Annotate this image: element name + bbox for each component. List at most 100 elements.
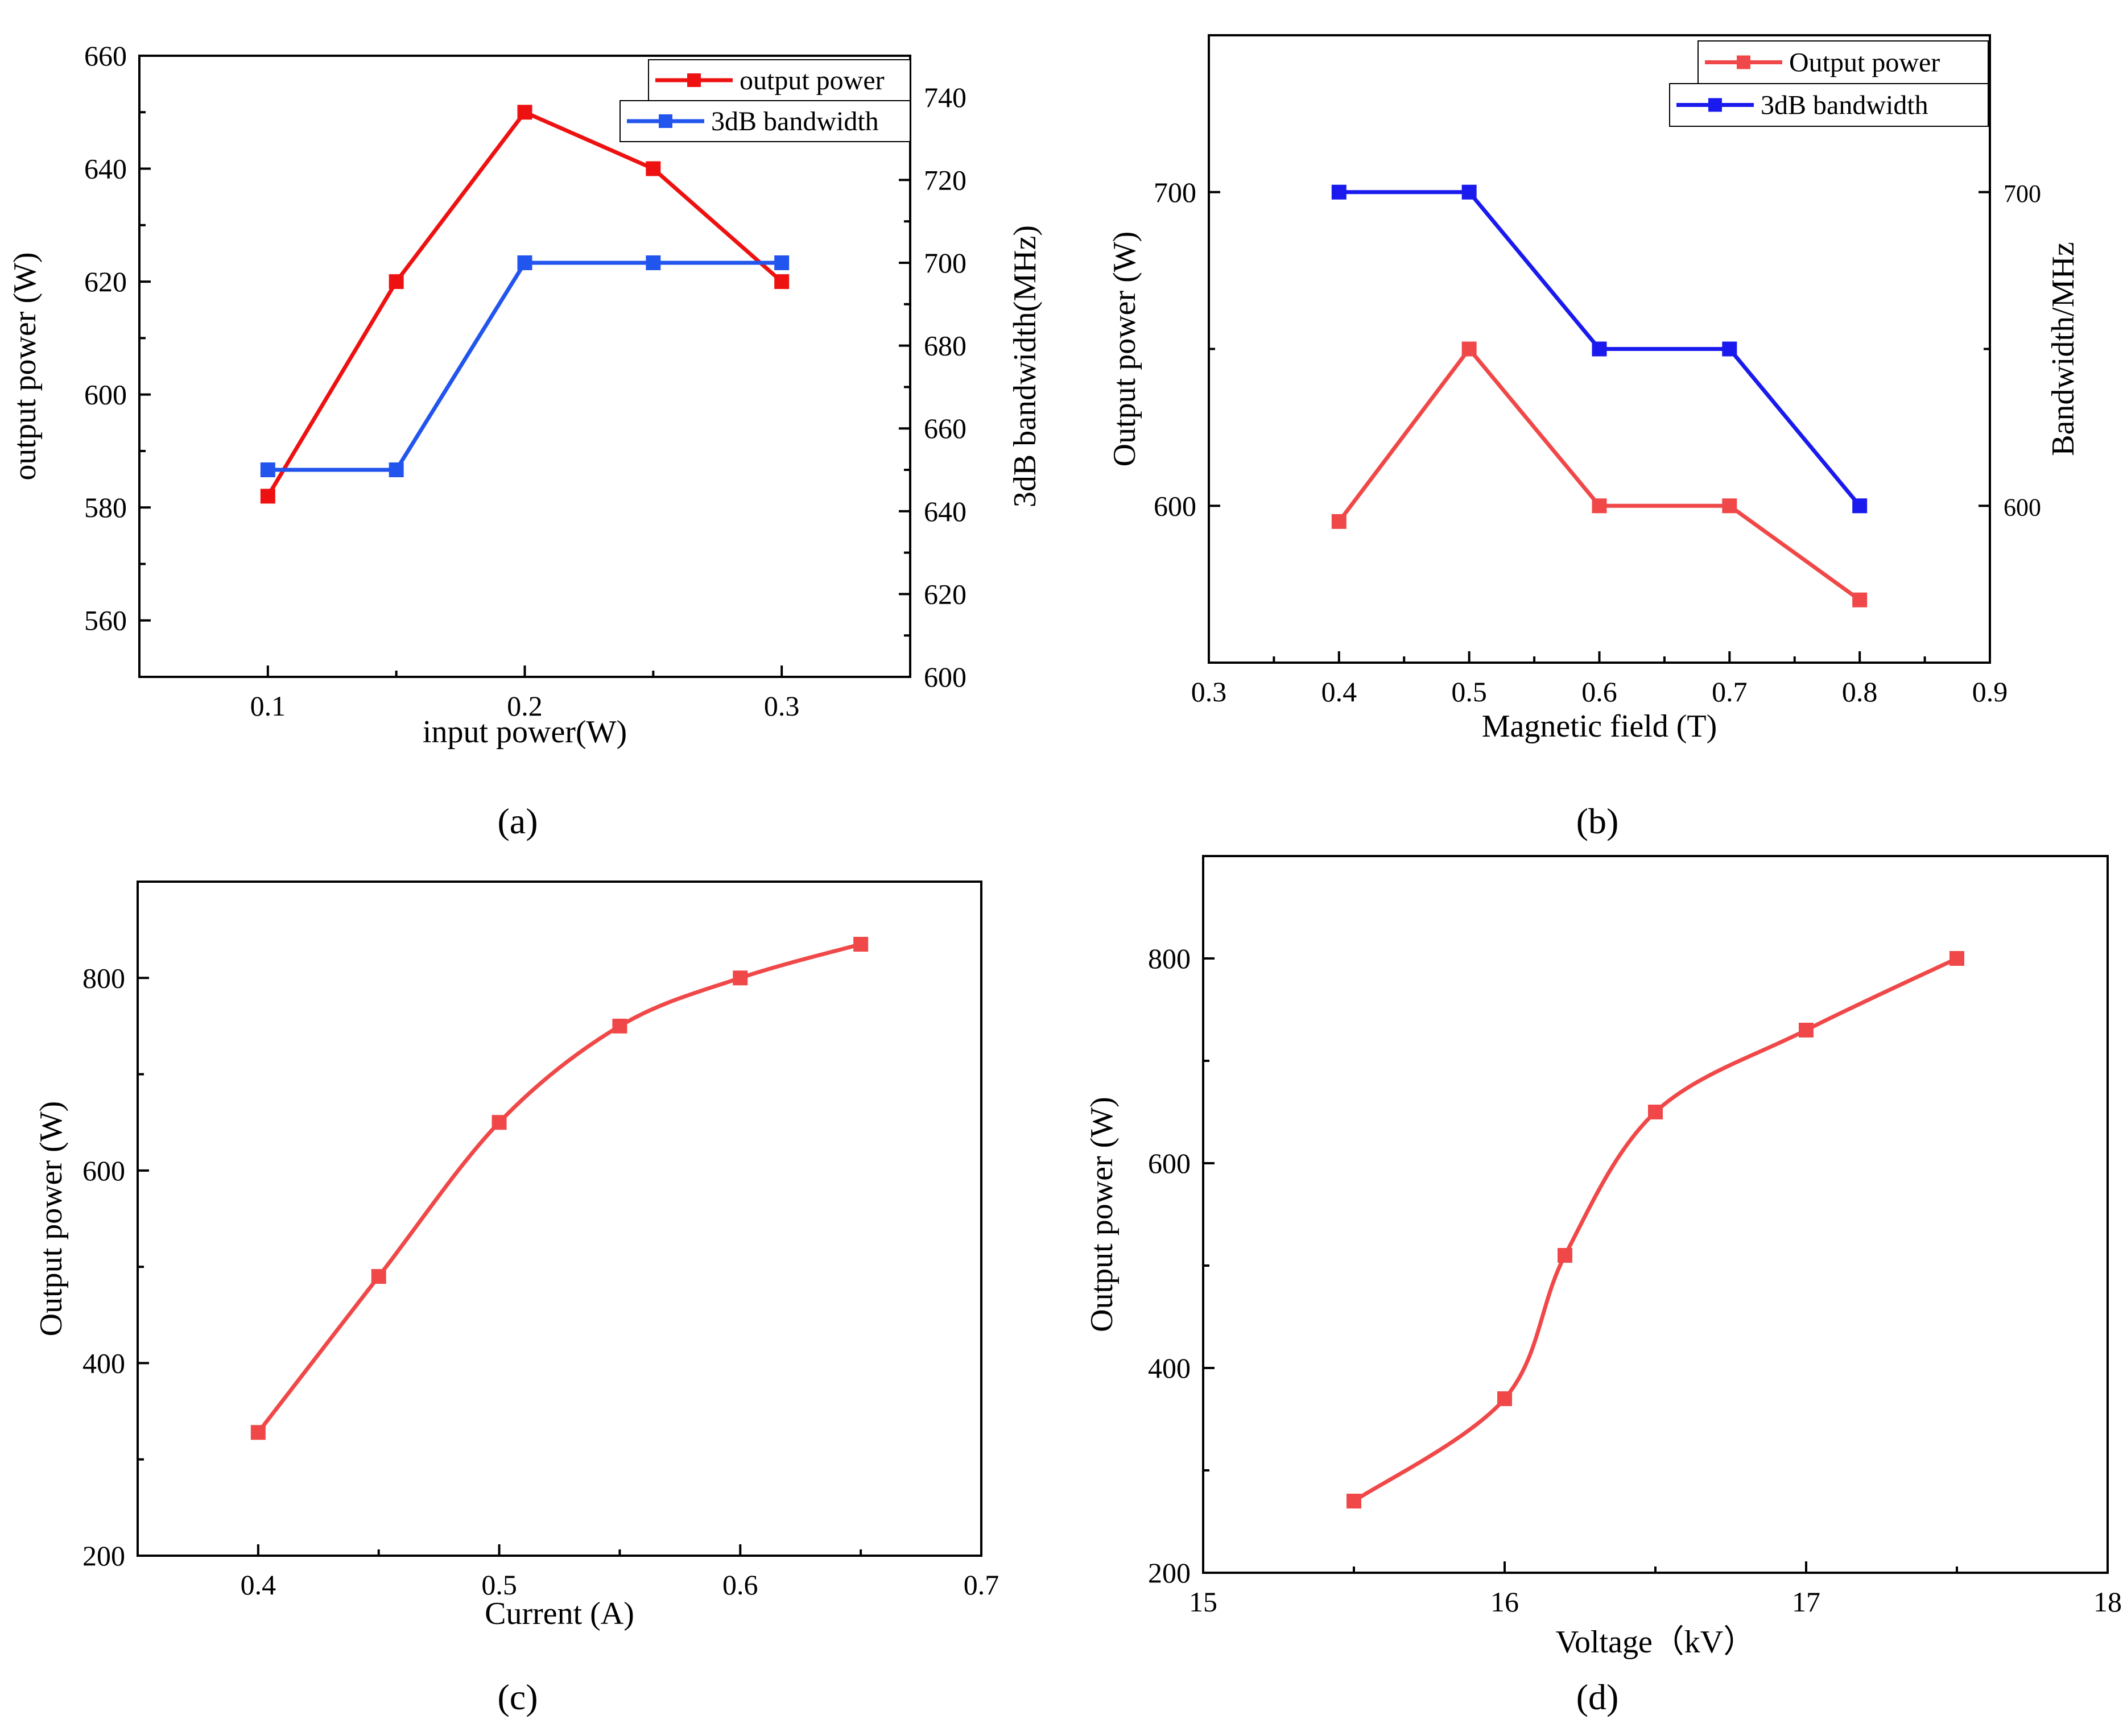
y2-tick-label: 600 — [2004, 493, 2041, 521]
x-tick-label: 0.4 — [241, 1569, 276, 1601]
series-output-power — [1331, 341, 1868, 607]
panel-label: (b) — [1576, 801, 1619, 841]
y-tick-label: 800 — [1148, 943, 1191, 974]
panel-label: (a) — [497, 801, 538, 841]
y-tick-label: 600 — [1148, 1147, 1191, 1179]
x-axis: 15 16 17 18 — [1189, 1561, 2122, 1618]
y-axis-left: 600 700 — [1154, 176, 1220, 522]
legend-label: output power — [740, 65, 885, 96]
x-axis: 0.3 0.4 0.5 0.6 0.7 0.8 0.9 — [1191, 651, 2008, 708]
chart-panel-d: 15 16 17 18 200 400 600 800 Voltage（kV） Output po… — [1084, 855, 2122, 1717]
data-point — [1331, 514, 1347, 529]
y-tick-label: 560 — [84, 605, 127, 636]
data-point — [774, 274, 790, 290]
y2-tick-label: 740 — [924, 81, 966, 113]
data-point — [1497, 1391, 1512, 1406]
data-point — [517, 105, 532, 120]
y2-tick-label: 720 — [924, 164, 966, 196]
x-axis: 0.1 0.2 0.3 — [250, 666, 800, 722]
y-tick-label: 400 — [1148, 1352, 1191, 1384]
data-point — [646, 255, 661, 270]
data-point — [250, 1425, 266, 1440]
panel-label: (d) — [1576, 1677, 1619, 1717]
legend-swatch-marker — [1737, 55, 1750, 69]
x-tick-label: 16 — [1490, 1586, 1519, 1618]
y-axis-title: Output power (W) — [34, 1101, 69, 1337]
data-point — [371, 1269, 386, 1284]
x-tick-label: 0.5 — [481, 1569, 517, 1601]
y-tick-label: 620 — [84, 266, 127, 297]
data-point — [491, 1115, 507, 1130]
data-point — [260, 489, 275, 504]
legend-label: 3dB bandwidth — [1761, 90, 1928, 121]
data-point — [1852, 498, 1868, 514]
y-axis-title: Output power (W) — [1084, 1097, 1120, 1332]
x-tick-label: 0.4 — [1321, 676, 1357, 708]
x-axis-title: Current (A) — [485, 1596, 634, 1631]
y-axis-right: 600 700 — [1979, 180, 2041, 521]
x-axis-title: Magnetic field (T) — [1482, 709, 1717, 744]
legend-label: Output power — [1789, 48, 1940, 78]
x-axis: 0.4 0.5 0.6 0.7 — [241, 1544, 999, 1601]
x-axis-title: Voltage（kV） — [1556, 1625, 1756, 1660]
legend-swatch-marker — [659, 114, 672, 128]
x-tick-label: 0.3 — [1191, 676, 1227, 708]
y-tick-label: 600 — [84, 379, 127, 411]
data-point — [389, 462, 404, 477]
series-line — [1353, 956, 1958, 1503]
series-output-power — [250, 937, 869, 1440]
plot-frame — [137, 881, 982, 1557]
y2-axis-title: 3dB bandwidth(MHz) — [1007, 225, 1043, 507]
data-point — [646, 161, 661, 176]
data-point — [1852, 592, 1868, 607]
y-axis-right: 600 620 640 660 680 700 720 740 — [899, 81, 966, 693]
data-point — [1722, 341, 1737, 357]
y-axis-title: output power (W) — [7, 252, 43, 480]
y-axis-left: 200 400 600 800 — [1148, 943, 1215, 1589]
x-tick-label: 0.6 — [722, 1569, 758, 1601]
y-axis-left: 200 400 600 800 — [82, 962, 149, 1572]
data-point — [774, 255, 790, 270]
x-tick-label: 18 — [2093, 1586, 2122, 1618]
chart-panel-b: 0.3 0.4 0.5 0.6 0.7 0.8 0.9 600 700 600 700 Magneti… — [1107, 34, 2081, 841]
y2-tick-label: 700 — [924, 247, 966, 279]
y-tick-label: 400 — [82, 1347, 125, 1379]
y-tick-label: 200 — [1148, 1557, 1191, 1589]
y-axis-title: Output power (W) — [1107, 232, 1142, 467]
y-tick-label: 800 — [82, 962, 125, 994]
legend-swatch-marker — [1708, 98, 1722, 112]
y-tick-label: 700 — [1154, 176, 1196, 208]
legend: output power 3dB bandwidth — [619, 59, 911, 142]
y2-axis-title: Bandwidth/MHz — [2046, 242, 2081, 456]
data-point — [1722, 498, 1737, 514]
y2-tick-label: 660 — [924, 412, 966, 444]
x-tick-label: 15 — [1189, 1586, 1217, 1618]
x-tick-label: 0.3 — [764, 690, 800, 722]
data-point — [1592, 498, 1607, 514]
x-tick-label: 0.7 — [964, 1569, 999, 1601]
panel-label: (c) — [497, 1677, 538, 1717]
series-output-power — [1347, 951, 1964, 1508]
x-tick-label: 0.5 — [1451, 676, 1487, 708]
series-output-power — [260, 105, 790, 504]
data-point — [260, 462, 275, 477]
series-3db-bandwidth — [260, 255, 790, 477]
legend-label: 3dB bandwidth — [711, 106, 879, 137]
data-point — [1558, 1248, 1572, 1263]
y-tick-label: 580 — [84, 491, 127, 523]
data-point — [853, 937, 869, 952]
x-tick-label: 17 — [1792, 1586, 1820, 1618]
y-tick-label: 600 — [82, 1155, 125, 1187]
x-tick-label: 0.1 — [250, 690, 286, 722]
y-tick-label: 660 — [84, 40, 127, 72]
y2-tick-label: 620 — [924, 578, 966, 610]
x-tick-label: 0.9 — [1972, 676, 2008, 708]
data-point — [1799, 1023, 1814, 1038]
y2-tick-label: 640 — [924, 495, 966, 527]
chart-panel-a: 0.1 0.2 0.35605806006206406606006206406606… — [7, 40, 1043, 841]
x-axis-title: input power(W) — [423, 714, 627, 750]
x-tick-label: 0.6 — [1581, 676, 1617, 708]
data-point — [1461, 184, 1477, 200]
y-tick-label: 600 — [1154, 490, 1196, 522]
